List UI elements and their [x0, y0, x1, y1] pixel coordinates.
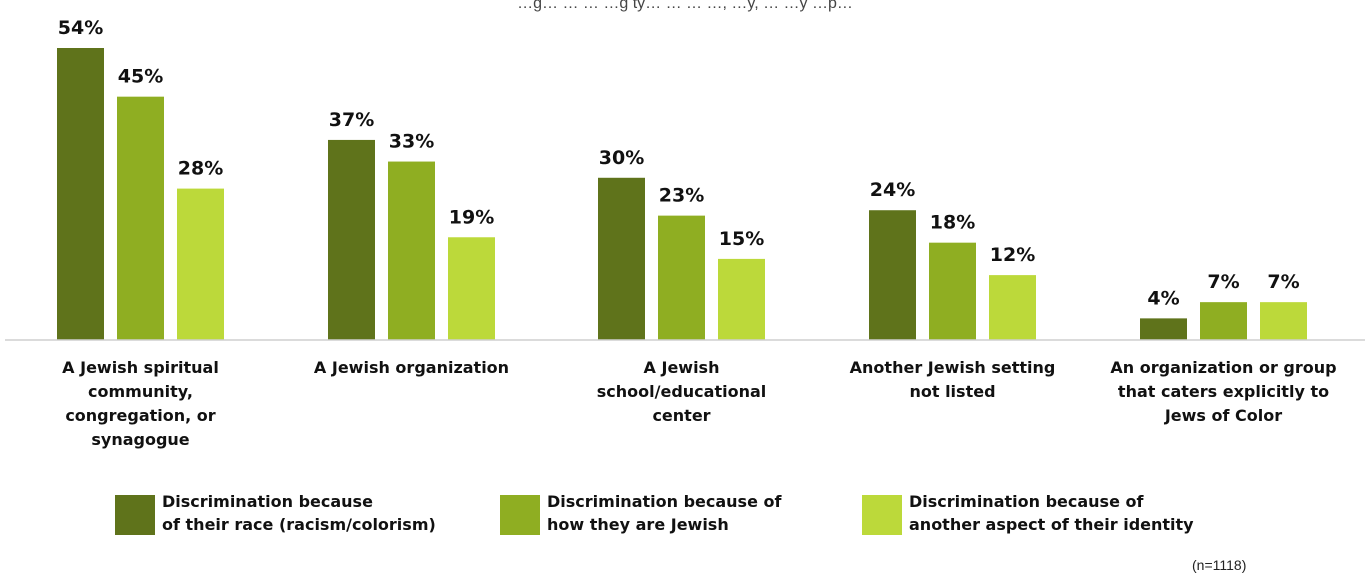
bar-4-series-3 [989, 275, 1036, 340]
category-label-4: Another Jewish setting not listed [850, 358, 1056, 401]
legend-label-1: Discrimination because of their race (rac… [162, 492, 436, 534]
bar-4-series-1 [869, 210, 916, 340]
bar-4-series-2 [929, 242, 976, 340]
bar-5-series-3 [1260, 302, 1307, 340]
legend-swatch-1 [115, 495, 155, 535]
bar-2-series-3 [448, 237, 495, 340]
value-label-1-series-3: 28% [178, 158, 223, 180]
bar-1-series-1 [57, 48, 104, 340]
category-label-2: A Jewish organization [314, 358, 509, 377]
bar-3-series-3 [718, 258, 765, 340]
chart-title: …g… … … …g ty… … … …, …y, … …y …p… [517, 0, 853, 12]
bars-layer [57, 48, 1307, 341]
value-label-2-series-1: 37% [329, 109, 374, 131]
value-label-5-series-3: 7% [1267, 271, 1299, 293]
category-labels-layer: A Jewish spiritual community, congregation… [62, 358, 1336, 449]
value-labels-layer: 54% 45% 28% 37% 33% 19% 30% 23% 15% 24% 18% 12% 4% 7%… [58, 17, 1300, 309]
category-label-5: An organization or group that caters expl… [1110, 358, 1336, 425]
bar-1-series-2 [117, 96, 164, 341]
bar-3-series-1 [598, 177, 645, 340]
bar-2-series-1 [328, 139, 375, 340]
value-label-4-series-3: 12% [990, 244, 1035, 266]
value-label-3-series-2: 23% [659, 185, 704, 207]
bar-1-series-3 [177, 188, 224, 340]
legend-swatch-3 [862, 495, 902, 535]
category-label-3: A Jewish school/educational center [597, 358, 766, 425]
bar-5-series-2 [1200, 302, 1247, 340]
value-label-3-series-3: 15% [719, 228, 764, 250]
legend: Discrimination because of their race (rac… [115, 492, 1194, 535]
sample-size-note: (n=1118) [1192, 557, 1246, 573]
bar-5-series-1 [1140, 318, 1187, 340]
value-label-3-series-1: 30% [599, 147, 644, 169]
legend-swatch-2 [500, 495, 540, 535]
value-label-4-series-1: 24% [870, 179, 915, 201]
bar-2-series-2 [388, 161, 435, 340]
value-label-5-series-1: 4% [1147, 287, 1179, 309]
value-label-1-series-2: 45% [118, 66, 163, 88]
value-label-5-series-2: 7% [1207, 271, 1239, 293]
legend-label-2: Discrimination because of how they are Je… [547, 492, 782, 534]
legend-label-3: Discrimination because of another aspect … [909, 492, 1194, 534]
value-label-4-series-2: 18% [930, 212, 975, 234]
value-label-1-series-1: 54% [58, 17, 103, 39]
value-label-2-series-3: 19% [449, 206, 494, 228]
value-label-2-series-2: 33% [389, 131, 434, 153]
category-label-1: A Jewish spiritual community, congregation… [62, 358, 219, 449]
bar-3-series-2 [658, 215, 705, 340]
